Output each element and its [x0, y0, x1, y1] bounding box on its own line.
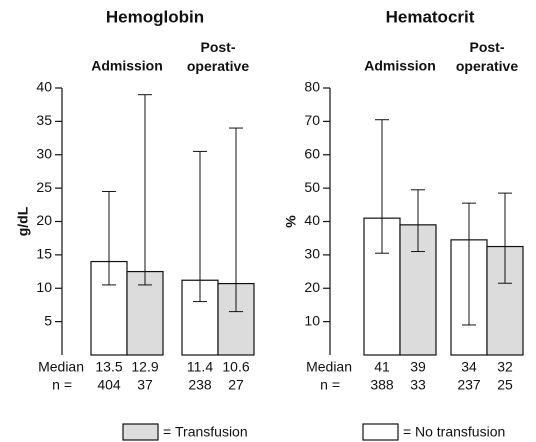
n-value: 237 [457, 377, 481, 393]
y-axis-label: % [283, 215, 299, 228]
row-label: Median [38, 359, 84, 375]
median-value: 13.5 [95, 359, 122, 375]
n-value: 388 [370, 377, 394, 393]
median-value: 32 [497, 359, 513, 375]
y-tick-label: 10 [304, 312, 320, 328]
y-tick-label: 15 [36, 246, 52, 262]
n-value: 27 [228, 377, 244, 393]
y-tick-label: 40 [36, 79, 52, 95]
median-value: 11.4 [187, 359, 213, 375]
category-label: Post-operative [187, 39, 249, 74]
y-tick-label: 10 [36, 279, 52, 295]
median-value: 12.9 [131, 359, 158, 375]
n-value: 37 [137, 377, 153, 393]
bar [486, 245, 524, 356]
row-label: n = [52, 377, 72, 393]
y-tick-label: 50 [304, 179, 320, 195]
category-label: Admission [364, 58, 436, 74]
y-tick-label: 70 [304, 112, 320, 128]
category-label: Admission [91, 58, 163, 74]
n-value: 25 [497, 377, 513, 393]
y-tick-label: 80 [304, 79, 320, 95]
row-label: Median [306, 359, 352, 375]
legend-swatch [122, 423, 159, 441]
legend-separator: = [163, 424, 171, 440]
legend-swatch [362, 423, 399, 441]
y-axis-label: g/dL [15, 206, 31, 236]
n-value: 33 [410, 377, 426, 393]
y-tick-label: 30 [36, 145, 52, 161]
n-value: 404 [97, 377, 121, 393]
median-value: 39 [410, 359, 426, 375]
median-value: 41 [374, 359, 390, 375]
y-tick-label: 40 [304, 212, 320, 228]
row-label: n = [320, 377, 340, 393]
y-tick-label: 20 [304, 279, 320, 295]
n-value: 238 [188, 377, 212, 393]
y-tick-label: 25 [36, 179, 52, 195]
median-value: 10.6 [222, 359, 249, 375]
y-tick-label: 60 [304, 145, 320, 161]
legend-label: Transfusion [175, 424, 248, 440]
median-value: 34 [461, 359, 477, 375]
y-tick-label: 30 [304, 246, 320, 262]
chart-title: Hematocrit [386, 7, 475, 26]
legend-label: No transfusion [415, 424, 505, 440]
y-tick-label: 20 [36, 212, 52, 228]
legend-separator: = [403, 424, 411, 440]
y-tick-label: 5 [44, 312, 52, 328]
category-label: Post-operative [456, 39, 518, 74]
y-tick-label: 35 [36, 112, 52, 128]
chart-title: Hemoglobin [106, 7, 204, 26]
